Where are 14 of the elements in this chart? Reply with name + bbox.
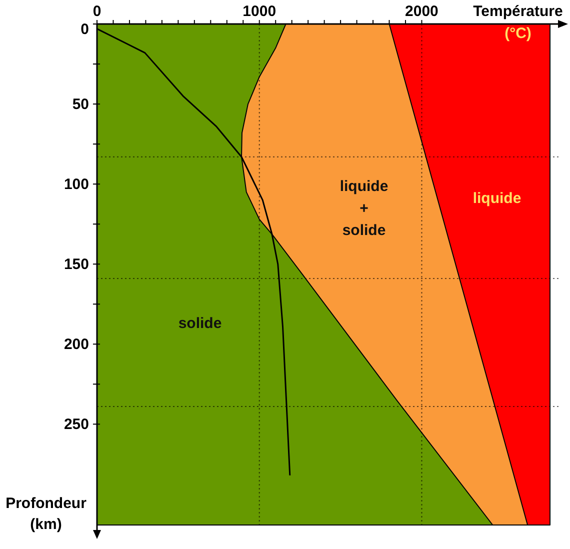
annotation: liquide <box>472 190 522 207</box>
y-tick-label: 250 <box>64 416 89 434</box>
y-tick-label: 200 <box>64 336 89 354</box>
annotation: liquide + solide <box>340 178 388 239</box>
y-tick-label: 50 <box>72 96 89 114</box>
x-tick-label: 1000 <box>242 3 276 20</box>
y-axis-title: Profondeur (km) <box>6 495 87 533</box>
x-tick-label: 2000 <box>405 3 438 20</box>
x-axis-title: Température (°C) <box>473 3 563 42</box>
x-tick-label: 0 <box>92 3 102 20</box>
y-tick-label: 0 <box>80 21 89 38</box>
y-tick-label: 100 <box>64 176 89 194</box>
y-tick-label: 150 <box>64 256 89 274</box>
annotation: solide <box>178 315 222 332</box>
